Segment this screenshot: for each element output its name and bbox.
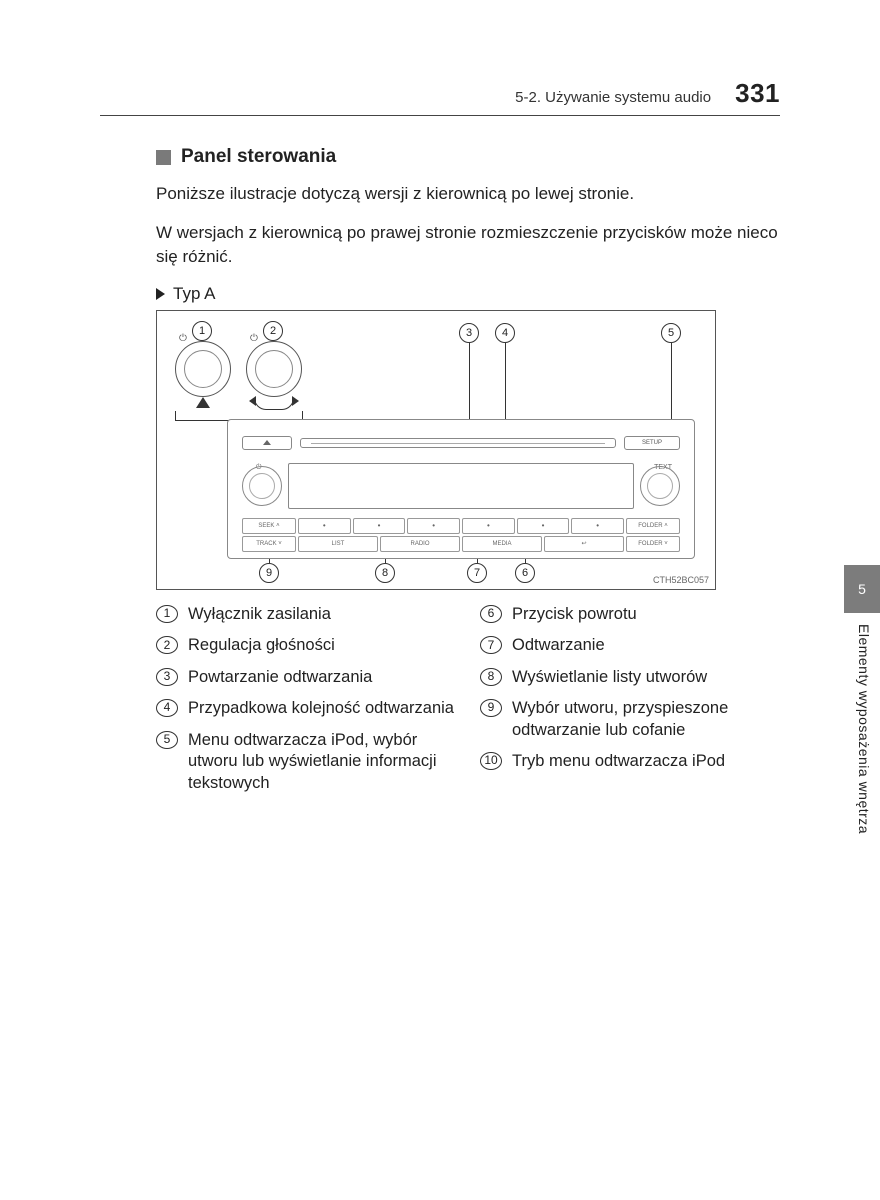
legend-num: 6 <box>480 605 502 623</box>
up-arrow-icon <box>196 397 210 408</box>
page-number: 331 <box>735 78 780 109</box>
media-button: MEDIA <box>462 536 542 552</box>
section-label: 5-2. Używanie systemu audio <box>515 89 711 106</box>
heading-square-icon <box>156 150 171 165</box>
preset-3 <box>407 518 460 534</box>
preset-6 <box>571 518 624 534</box>
legend-text: Przycisk powrotu <box>512 604 780 625</box>
power-icon: ⏻ <box>179 333 187 344</box>
legend-text: Tryb menu odtwarzacza iPod <box>512 751 780 772</box>
rotate-arc-icon <box>254 398 294 410</box>
callout-4: 4 <box>495 323 515 343</box>
eject-button <box>242 436 292 450</box>
legend-text: Wyłącznik zasilania <box>188 604 456 625</box>
radio-button: RADIO <box>380 536 460 552</box>
callout-2: 2 <box>263 321 283 341</box>
control-panel-figure: CTH52BC057 1 2 ⏻ ⏻ 3 4 5 10 6 <box>156 310 716 590</box>
lcd-display <box>288 463 634 509</box>
legend: 1 Wyłącznik zasilania 2 Regulacja głośnośc… <box>156 604 780 804</box>
return-button: ↩ <box>544 536 624 552</box>
legend-num: 5 <box>156 731 178 749</box>
callout-9: 9 <box>259 563 279 583</box>
right-knob <box>640 466 680 506</box>
triangle-bullet-icon <box>156 288 165 300</box>
setup-button: SETUP <box>624 436 680 450</box>
legend-num: 2 <box>156 636 178 654</box>
legend-num: 4 <box>156 699 178 717</box>
intro-line-1: Poniższe ilustracje dotyczą wersji z kie… <box>156 182 780 207</box>
legend-num: 1 <box>156 605 178 623</box>
callout-5: 5 <box>661 323 681 343</box>
legend-num: 7 <box>480 636 502 654</box>
folder-down-button: FOLDER ˅ <box>626 536 680 552</box>
folder-up-button: FOLDER ˄ <box>626 518 680 534</box>
legend-col-right: 6 Przycisk powrotu 7 Odtwarzanie 8 Wyświetl… <box>480 604 780 804</box>
seek-button: SEEK ˄ <box>242 518 296 534</box>
legend-num: 10 <box>480 752 502 770</box>
legend-num: 9 <box>480 699 502 717</box>
power-knob <box>175 341 231 397</box>
callout-7: 7 <box>467 563 487 583</box>
callout-3: 3 <box>459 323 479 343</box>
callout-6: 6 <box>515 563 535 583</box>
legend-num: 3 <box>156 668 178 686</box>
volume-knob <box>246 341 302 397</box>
type-label: Typ A <box>173 284 216 304</box>
callout-8: 8 <box>375 563 395 583</box>
legend-text: Menu odtwarzacza iPod, wybór utworu lub … <box>188 730 456 794</box>
legend-text: Wybór utworu, przyspieszone odtwarzanie … <box>512 698 780 741</box>
cd-slot <box>300 438 616 448</box>
legend-text: Powtarzanie odtwarzania <box>188 667 456 688</box>
left-knob <box>242 466 282 506</box>
preset-2 <box>353 518 406 534</box>
chapter-side-label: Elementy wyposażenia wnętrza <box>856 624 872 834</box>
legend-text: Regulacja głośności <box>188 635 456 656</box>
radio-unit: TEXT ⏻ SETUP SEEK ˄ <box>227 419 695 559</box>
preset-5 <box>517 518 570 534</box>
legend-col-left: 1 Wyłącznik zasilania 2 Regulacja głośnośc… <box>156 604 456 804</box>
legend-text: Przypadkowa kolejność odtwarzania <box>188 698 456 719</box>
intro-line-2: W wersjach z kierownicą po prawej stroni… <box>156 221 780 270</box>
eject-icon <box>263 440 271 445</box>
section-heading: Panel sterowania <box>181 146 336 168</box>
callout-1: 1 <box>192 321 212 341</box>
legend-text: Wyświetlanie listy utworów <box>512 667 780 688</box>
preset-1 <box>298 518 351 534</box>
figure-code: CTH52BC057 <box>653 575 709 585</box>
legend-num: 8 <box>480 668 502 686</box>
list-button: LIST <box>298 536 378 552</box>
power-icon: ⏻ <box>250 333 258 344</box>
legend-text: Odtwarzanie <box>512 635 780 656</box>
preset-4 <box>462 518 515 534</box>
track-button: TRACK ˅ <box>242 536 296 552</box>
chapter-tab: 5 <box>844 565 880 613</box>
